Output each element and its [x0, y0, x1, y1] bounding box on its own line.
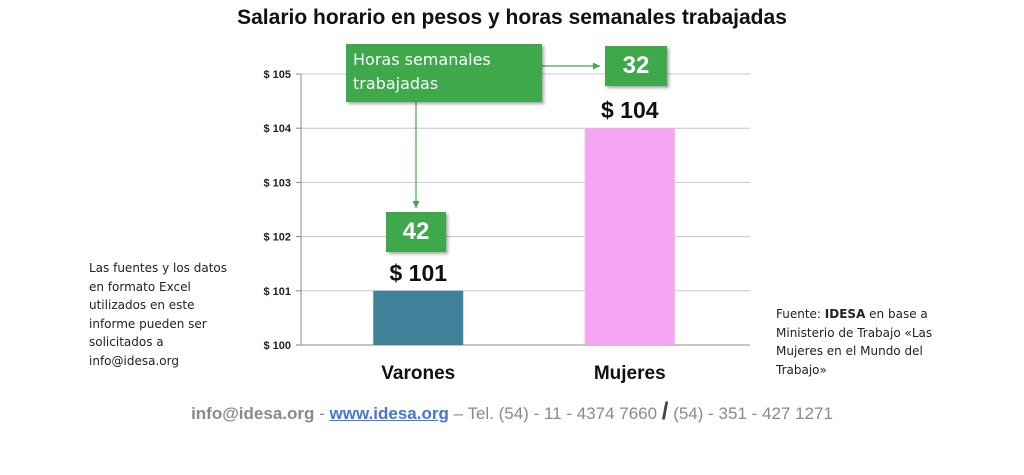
footer-phone-2: (54) - 351 - 427 1271	[668, 404, 833, 423]
source-note: Fuente: IDESA en base a Ministerio de Tr…	[776, 305, 976, 379]
data-availability-note: Las fuentes y los datos en formato Excel…	[89, 261, 228, 368]
source-rest: en base a Ministerio de Trabajo «Las Muj…	[776, 307, 933, 377]
y-tick-label: $ 100	[263, 340, 291, 352]
y-tick-label: $ 104	[263, 123, 291, 135]
source-brand: IDESA	[824, 307, 866, 321]
y-tick-label: $ 101	[263, 286, 291, 298]
x-label-varones: Varones	[381, 363, 455, 384]
x-label-mujeres: Mujeres	[594, 363, 666, 384]
footer-separator: -	[314, 404, 330, 423]
y-tick-label: $ 102	[263, 232, 291, 244]
chart-title: Salario horario en pesos y horas semanal…	[237, 6, 787, 29]
footer-email[interactable]: info@idesa.org	[191, 404, 315, 423]
data-label-mujeres: $ 104	[601, 97, 659, 123]
footer-website-link[interactable]: www.idesa.org	[329, 404, 449, 423]
footer-contact: info@idesa.org - www.idesa.org – Tel. (5…	[0, 398, 1024, 426]
hours-badge-mujeres: 32	[605, 46, 667, 86]
data-label-varones: $ 101	[389, 260, 447, 286]
hours-badge-varones: 42	[386, 212, 446, 252]
y-tick-label: $ 105	[263, 69, 291, 81]
bar-varones	[373, 290, 464, 345]
source-prefix: Fuente:	[776, 307, 825, 321]
bar-mujeres	[584, 128, 675, 345]
footer-slash: /	[661, 398, 669, 425]
footer-phone-1: – Tel. (54) - 11 - 4374 7660	[448, 404, 662, 423]
y-tick-label: $ 103	[263, 177, 291, 189]
hours-callout-label: Horas semanales trabajadas	[346, 44, 542, 102]
